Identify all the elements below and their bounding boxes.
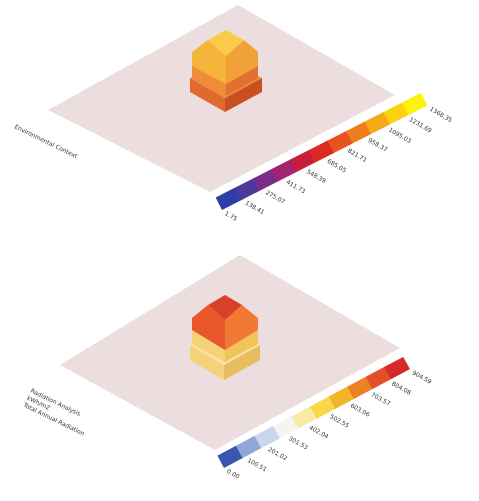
legend-label: 1095.03 [387,127,412,146]
legend-label: 502.55 [328,413,350,429]
legend-label: 301.53 [287,435,309,451]
legend-label: 411.73 [285,179,307,196]
legend-label: 1231.69 [408,116,433,135]
caption-line: Environmental Context [13,124,79,161]
legend-label: 275.07 [264,189,286,206]
legend-label: 904.59 [411,369,433,385]
legend-label: 201.02 [267,446,289,462]
legend-label: 703.57 [370,391,392,407]
legend-label: 1.75 [223,210,238,223]
screenshot: 1.75 138.41275.07411.73548.39685.05821.71… [0,0,479,501]
legend-label: 821.71 [346,147,368,164]
legend-label: 804.08 [390,380,412,396]
legend-label: 100.51 [246,457,268,473]
legend-label: 1368.35 [428,106,453,125]
legend-label: 138.41 [244,200,266,217]
legend-label: 685.05 [326,158,348,175]
legend-label: 402.04 [308,424,330,440]
legend-label: 603.06 [349,402,371,418]
caption: Environmental Context [13,124,79,161]
caption-line: Total Annual Radiation [21,401,85,437]
legend-label: 0.00 [225,468,240,481]
legend-label: 548.39 [305,168,327,185]
legend-label: 958.37 [367,137,389,154]
